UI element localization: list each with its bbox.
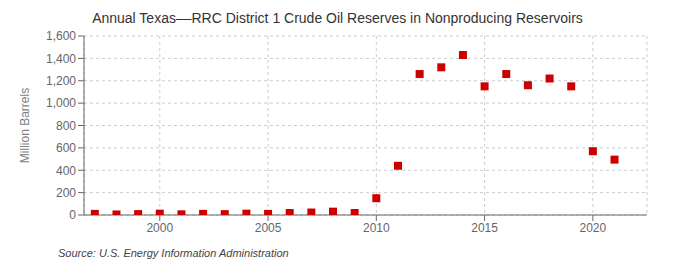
svg-text:1,000: 1,000 [46,96,76,110]
svg-text:2000: 2000 [146,221,173,235]
svg-text:1,200: 1,200 [46,74,76,88]
svg-text:2015: 2015 [471,221,498,235]
svg-text:Million Barrels: Million Barrels [18,88,32,163]
svg-text:2005: 2005 [255,221,282,235]
svg-text:1,600: 1,600 [46,29,76,43]
html-text:Source: U.S. Energy Informatio: Source: U.S. Energy Information Administ… [58,247,289,259]
html-text:Annual Texas––RRC District 1 C: Annual Texas––RRC District 1 Crude Oil R… [92,10,583,26]
svg-text:800: 800 [56,119,76,133]
svg-text:2010: 2010 [363,221,390,235]
svg-text:600: 600 [56,141,76,155]
svg-text:2020: 2020 [580,221,607,235]
svg-text:200: 200 [56,186,76,200]
svg-text:0: 0 [69,208,76,222]
svg-text:400: 400 [56,164,76,178]
svg-text:1,400: 1,400 [46,52,76,66]
